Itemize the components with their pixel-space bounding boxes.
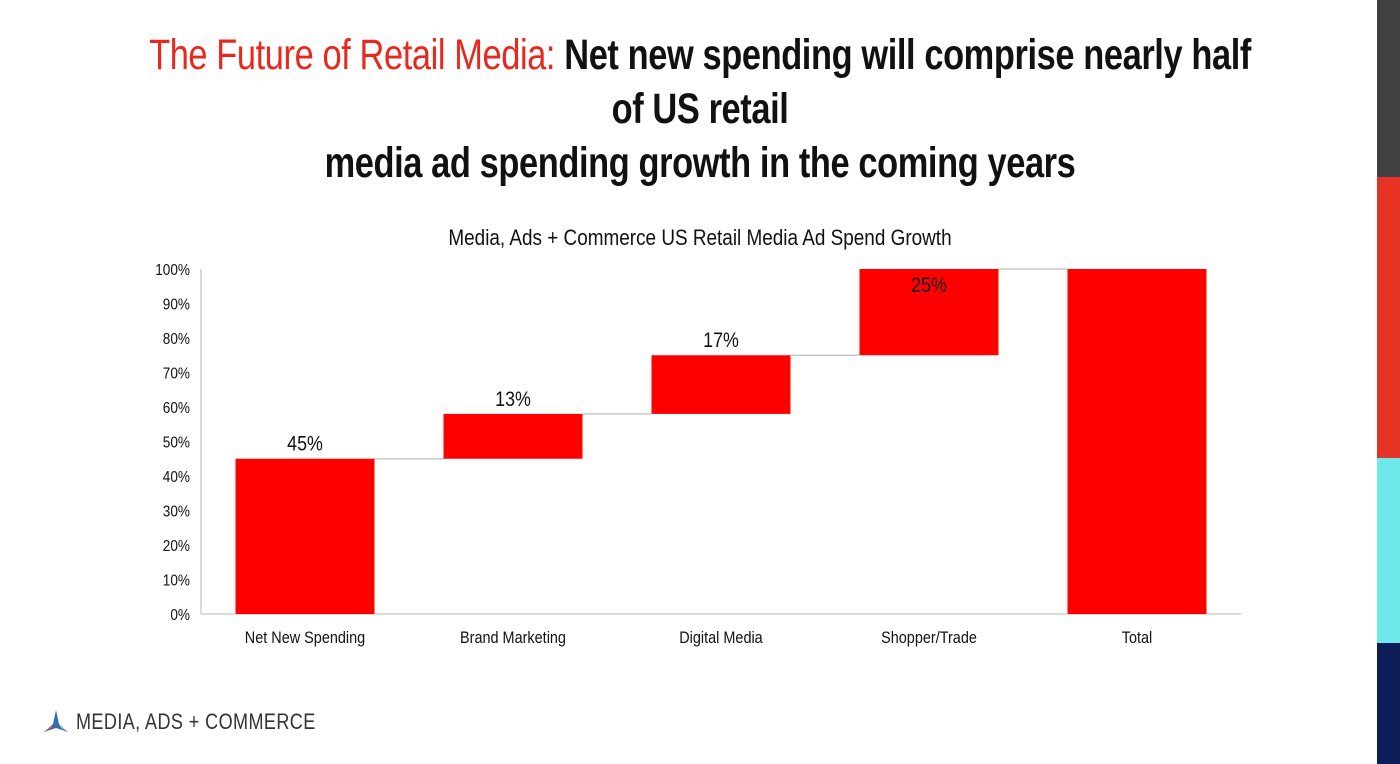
y-tick-label: 40% xyxy=(163,469,190,486)
y-tick-label: 0% xyxy=(170,607,190,624)
data-label: 45% xyxy=(287,432,323,456)
side-stripe-red xyxy=(1377,177,1400,458)
y-tick-label: 60% xyxy=(163,400,190,417)
data-label: 13% xyxy=(495,388,531,412)
headline-line-2: media ad spending growth in the coming y… xyxy=(324,139,1076,187)
y-tick-label: 20% xyxy=(163,538,190,555)
headline-accent: The Future of Retail Media: xyxy=(149,31,556,79)
category-label: Brand Marketing xyxy=(460,629,566,647)
y-tick-label: 10% xyxy=(163,573,190,590)
headline-line1-text: Net new spending will comprise nearly ha… xyxy=(564,31,1251,133)
triangle-tri-blade-icon xyxy=(44,710,68,732)
y-tick-label: 90% xyxy=(163,297,190,314)
category-label: Shopper/Trade xyxy=(881,629,977,647)
y-tick-label: 100% xyxy=(155,262,190,279)
bar-digital-media xyxy=(651,355,791,414)
brand-logo: MEDIA, ADS + COMMERCE xyxy=(42,707,368,737)
bar-brand-marketing xyxy=(443,413,583,459)
headline: The Future of Retail Media: Net new spen… xyxy=(140,28,1260,190)
y-tick-label: 30% xyxy=(163,504,190,521)
bar-total xyxy=(1067,269,1207,614)
data-label: 17% xyxy=(703,329,739,353)
category-label: Total xyxy=(1122,629,1153,647)
y-tick-label: 80% xyxy=(163,331,190,348)
bar-shopper-trade xyxy=(859,269,999,356)
side-stripe-cyan xyxy=(1377,458,1400,643)
logo-text: MEDIA, ADS + COMMERCE xyxy=(76,709,316,734)
bar-net-new-spending xyxy=(235,458,375,614)
side-stripe-navy xyxy=(1377,643,1400,764)
side-stripe-dark xyxy=(1377,0,1400,177)
y-tick-label: 50% xyxy=(163,435,190,452)
chart-title: Media, Ads + Commerce US Retail Media Ad… xyxy=(448,225,952,250)
headline-line-1: The Future of Retail Media: Net new spen… xyxy=(140,28,1260,136)
category-label: Digital Media xyxy=(679,629,763,647)
data-label: 25% xyxy=(911,274,947,298)
category-label: Net New Spending xyxy=(245,629,365,647)
y-tick-label: 70% xyxy=(163,366,190,383)
